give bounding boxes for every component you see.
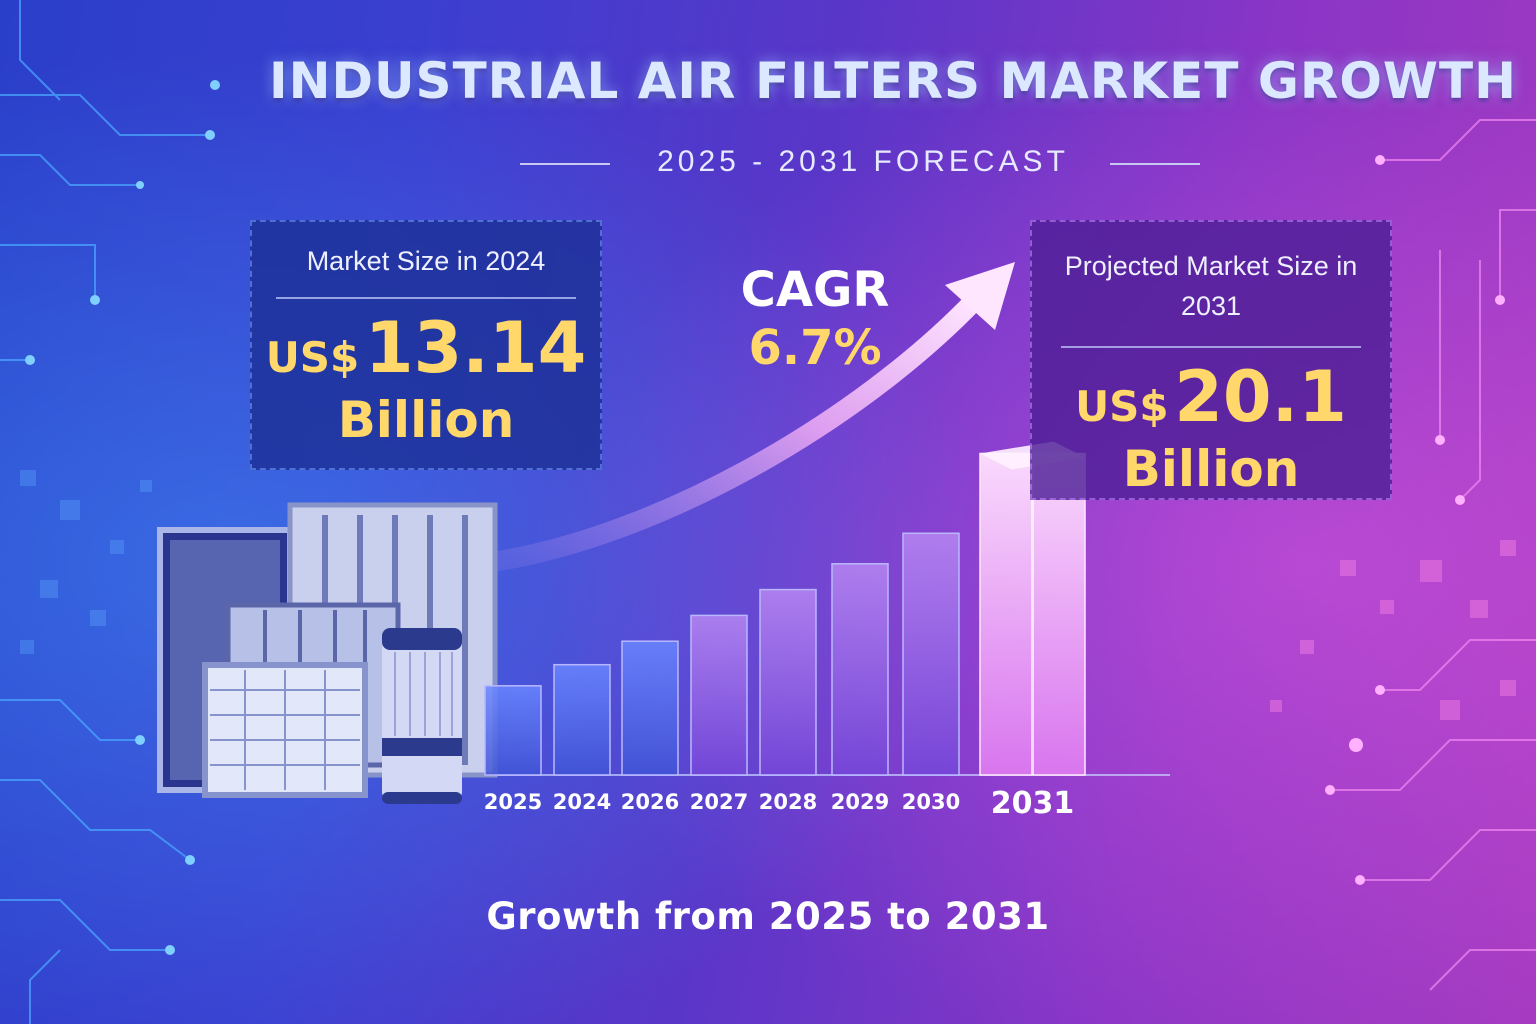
x-tick-2030: 2030: [901, 790, 961, 814]
projected-market-size-card: Projected Market Size in 2031 US$ 20.1 B…: [1030, 220, 1392, 500]
subtitle-rule-right: [1110, 163, 1200, 165]
bar-2029: [831, 563, 889, 776]
x-tick-2029: 2029: [830, 790, 890, 814]
bar-2026: [621, 640, 679, 776]
x-tick-2024: 2024: [552, 790, 612, 814]
projected-market-size-unit: Billion: [1122, 440, 1300, 498]
page-subtitle: 2025 - 2031 FORECAST: [657, 145, 1069, 178]
value-number: 13.14: [364, 307, 587, 389]
bar-2024: [553, 663, 611, 776]
market-size-2024-label: Market Size in 2024: [306, 246, 546, 276]
value-number: 20.1: [1174, 356, 1347, 438]
x-tick-2025: 2025: [483, 790, 543, 814]
air-filters-illustration: [157, 502, 498, 804]
page-title: INDUSTRIAL AIR FILTERS MARKET GROWTH: [269, 52, 1517, 110]
market-size-2024-card: Market Size in 2024 US$ 13.14 Billion: [250, 220, 602, 470]
cagr-label: CAGR: [740, 262, 890, 318]
cagr-value: 6.7%: [748, 320, 882, 376]
cagr-callout: CAGR 6.7%: [730, 262, 900, 376]
footer-caption: Growth from 2025 to 2031: [486, 895, 1050, 938]
subtitle-rule-left: [520, 163, 610, 165]
bar-2028: [759, 588, 817, 776]
bar-2025: [484, 685, 542, 776]
x-tick-2031: 2031: [990, 786, 1075, 821]
x-tick-2028: 2028: [758, 790, 818, 814]
card-divider: [276, 297, 576, 299]
projected-market-size-value: US$ 20.1: [1032, 362, 1390, 432]
bar-2027: [690, 614, 748, 776]
bar-2030: [902, 532, 960, 776]
bar-chart: [484, 441, 1086, 776]
market-size-2024-unit: Billion: [337, 391, 515, 449]
projected-market-size-label: Projected Market Size in 2031: [1064, 251, 1358, 321]
x-tick-2026: 2026: [620, 790, 680, 814]
card-divider: [1061, 346, 1361, 348]
market-size-2024-value: US$ 13.14: [252, 313, 600, 383]
currency-label: US$: [265, 333, 360, 382]
x-tick-2027: 2027: [689, 790, 749, 814]
currency-label: US$: [1075, 382, 1169, 431]
